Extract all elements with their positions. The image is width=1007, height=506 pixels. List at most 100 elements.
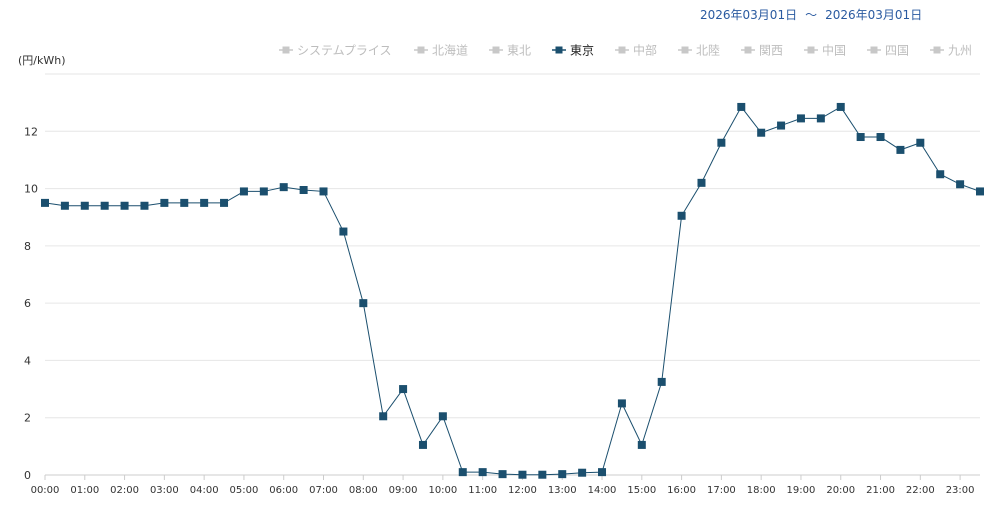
data-point[interactable] bbox=[379, 412, 388, 421]
x-tick-label: 05:00 bbox=[230, 485, 259, 496]
data-point[interactable] bbox=[757, 128, 766, 137]
data-point[interactable] bbox=[438, 412, 447, 421]
data-point[interactable] bbox=[399, 385, 408, 394]
data-point[interactable] bbox=[518, 470, 527, 479]
date-range-start[interactable]: 2026年03月01日 bbox=[700, 8, 798, 22]
x-tick-label: 01:00 bbox=[70, 485, 99, 496]
date-range[interactable]: 2026年03月01日 ～ 2026年03月01日 bbox=[700, 6, 990, 23]
x-tick-label: 18:00 bbox=[747, 485, 776, 496]
data-point[interactable] bbox=[876, 133, 885, 142]
data-point[interactable] bbox=[657, 377, 666, 386]
grid bbox=[45, 73, 980, 476]
data-point[interactable] bbox=[339, 227, 348, 236]
data-point[interactable] bbox=[677, 211, 686, 220]
date-range-separator: ～ bbox=[805, 8, 818, 22]
y-axis: 0 2 4 6 8 10 12 bbox=[24, 125, 38, 482]
x-tick-label: 08:00 bbox=[349, 485, 378, 496]
x-tick-label: 07:00 bbox=[309, 485, 338, 496]
data-point[interactable] bbox=[319, 187, 328, 196]
x-tick-label: 11:00 bbox=[468, 485, 497, 496]
x-axis: 00:00 01:00 02:00 03:00 04:00 05:00 06:00 07:00… bbox=[31, 475, 975, 496]
data-point[interactable] bbox=[100, 201, 109, 210]
data-point[interactable] bbox=[717, 138, 726, 147]
data-point[interactable] bbox=[180, 198, 189, 207]
legend-item[interactable]: 中部 bbox=[615, 43, 657, 58]
data-point[interactable] bbox=[200, 198, 209, 207]
data-point[interactable] bbox=[856, 133, 865, 142]
data-point[interactable] bbox=[418, 440, 427, 449]
legend-item[interactable]: 北陸 bbox=[678, 44, 720, 58]
legend-item[interactable]: 九州 bbox=[930, 44, 972, 58]
legend-label: 北海道 bbox=[432, 43, 468, 58]
data-point[interactable] bbox=[916, 138, 925, 147]
legend-label: 中部 bbox=[633, 43, 657, 58]
y-tick-label: 2 bbox=[24, 412, 31, 425]
data-point[interactable] bbox=[578, 468, 587, 477]
data-point[interactable] bbox=[637, 440, 646, 449]
data-point[interactable] bbox=[558, 470, 567, 479]
data-point[interactable] bbox=[120, 201, 129, 210]
legend-item[interactable]: 東京 bbox=[552, 44, 594, 58]
y-axis-label: (円/kWh) bbox=[18, 54, 66, 67]
x-tick-label: 15:00 bbox=[627, 485, 656, 496]
data-point[interactable] bbox=[796, 114, 805, 123]
y-tick-label: 10 bbox=[24, 183, 38, 196]
legend-item[interactable]: 東北 bbox=[489, 44, 531, 58]
data-point[interactable] bbox=[299, 186, 308, 195]
date-range-end[interactable]: 2026年03月01日 bbox=[825, 8, 923, 22]
data-point[interactable] bbox=[816, 114, 825, 123]
y-tick-label: 6 bbox=[24, 297, 31, 310]
data-point[interactable] bbox=[458, 468, 467, 477]
x-tick-label: 13:00 bbox=[548, 485, 577, 496]
legend-square-icon bbox=[555, 46, 563, 54]
y-tick-label: 12 bbox=[24, 125, 38, 138]
x-tick-label: 19:00 bbox=[787, 485, 816, 496]
x-tick-label: 23:00 bbox=[946, 485, 975, 496]
data-point[interactable] bbox=[836, 102, 845, 111]
legend-square-icon bbox=[282, 46, 290, 54]
data-point[interactable] bbox=[956, 180, 965, 189]
data-point[interactable] bbox=[279, 183, 288, 192]
x-tick-label: 02:00 bbox=[110, 485, 139, 496]
data-point[interactable] bbox=[80, 201, 89, 210]
y-tick-label: 0 bbox=[24, 469, 31, 482]
legend-label: 関西 bbox=[759, 44, 783, 58]
legend-item[interactable]: 四国 bbox=[867, 44, 909, 58]
data-point[interactable] bbox=[777, 121, 786, 130]
legend-square-icon bbox=[870, 46, 878, 54]
data-point[interactable] bbox=[936, 170, 945, 179]
x-tick-label: 16:00 bbox=[667, 485, 696, 496]
data-point[interactable] bbox=[60, 201, 69, 210]
x-tick-label: 06:00 bbox=[269, 485, 298, 496]
data-point[interactable] bbox=[259, 187, 268, 196]
data-point[interactable] bbox=[976, 187, 984, 196]
legend-square-icon bbox=[618, 46, 626, 54]
data-point[interactable] bbox=[220, 198, 229, 207]
data-point[interactable] bbox=[140, 201, 149, 210]
data-point[interactable] bbox=[598, 468, 607, 477]
x-tick-label: 00:00 bbox=[31, 485, 60, 496]
data-point[interactable] bbox=[478, 468, 487, 477]
x-tick-label: 17:00 bbox=[707, 485, 736, 496]
data-point[interactable] bbox=[498, 470, 507, 479]
legend-item[interactable]: 中国 bbox=[804, 43, 846, 58]
data-point[interactable] bbox=[239, 187, 248, 196]
x-tick-label: 04:00 bbox=[190, 485, 219, 496]
x-tick-label: 12:00 bbox=[508, 485, 537, 496]
data-point[interactable] bbox=[359, 299, 368, 308]
x-tick-label: 14:00 bbox=[588, 485, 617, 496]
data-point[interactable] bbox=[737, 102, 746, 111]
legend-item[interactable]: システムプライス bbox=[279, 44, 392, 58]
legend-item[interactable]: 北海道 bbox=[414, 43, 468, 58]
data-point[interactable] bbox=[896, 145, 905, 154]
legend-label: 北陸 bbox=[696, 44, 720, 58]
data-point[interactable] bbox=[41, 198, 49, 207]
legend-square-icon bbox=[744, 46, 752, 54]
legend-square-icon bbox=[492, 46, 500, 54]
legend-item[interactable]: 関西 bbox=[741, 44, 783, 58]
data-point[interactable] bbox=[697, 178, 706, 187]
x-tick-label: 09:00 bbox=[389, 485, 418, 496]
data-point[interactable] bbox=[617, 399, 626, 408]
data-point[interactable] bbox=[538, 470, 547, 479]
data-point[interactable] bbox=[160, 198, 169, 207]
